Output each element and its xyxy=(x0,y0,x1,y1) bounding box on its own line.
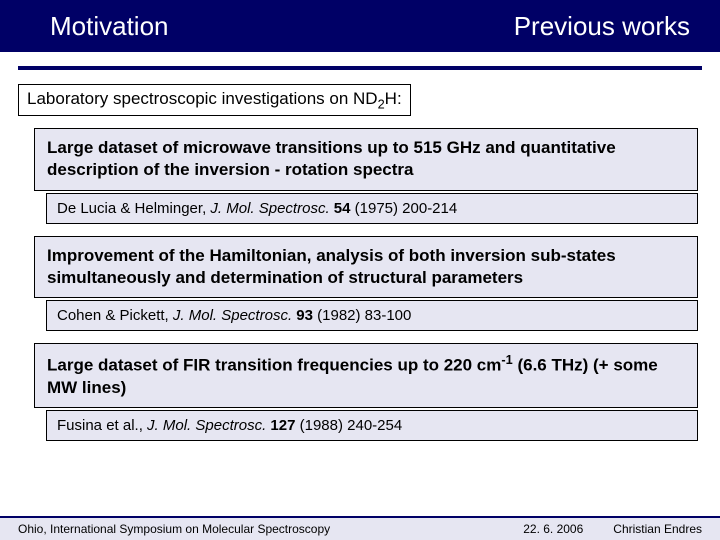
intro-text-prefix: Laboratory spectroscopic investigations … xyxy=(27,89,378,108)
citation-rest: (1988) 240-254 xyxy=(295,417,402,434)
citation-rest: (1982) 83-100 xyxy=(313,307,411,324)
citation-volume: 127 xyxy=(270,417,295,434)
intro-subscript: 2 xyxy=(378,96,385,111)
citation-block: De Lucia & Helminger, J. Mol. Spectrosc.… xyxy=(46,193,698,224)
citation-volume: 54 xyxy=(334,200,351,217)
footer-author: Christian Endres xyxy=(613,522,702,536)
citation-authors: Fusina et al., xyxy=(57,417,147,434)
footer: Ohio, International Symposium on Molecul… xyxy=(0,516,720,540)
header-title-right: Previous works xyxy=(514,11,690,42)
citation-block: Fusina et al., J. Mol. Spectrosc. 127 (1… xyxy=(46,410,698,441)
footer-left: Ohio, International Symposium on Molecul… xyxy=(18,522,330,536)
citation-journal: J. Mol. Spectrosc. xyxy=(173,307,296,324)
content-block: Large dataset of microwave transitions u… xyxy=(34,128,698,190)
footer-date: 22. 6. 2006 xyxy=(523,522,583,536)
citation-block: Cohen & Pickett, J. Mol. Spectrosc. 93 (… xyxy=(46,300,698,331)
content-block: Improvement of the Hamiltonian, analysis… xyxy=(34,236,698,298)
citation-rest: (1975) 200-214 xyxy=(350,200,457,217)
header-underline xyxy=(18,66,702,70)
header-title-left: Motivation xyxy=(50,11,169,42)
citation-journal: J. Mol. Spectrosc. xyxy=(147,417,270,434)
content-main-text: Large dataset of FIR transition frequenc… xyxy=(47,352,685,399)
citation-volume: 93 xyxy=(296,307,313,324)
citation-authors: De Lucia & Helminger, xyxy=(57,200,210,217)
footer-right: 22. 6. 2006 Christian Endres xyxy=(523,522,702,536)
content-main-sup: -1 xyxy=(501,352,512,367)
intro-text-suffix: H: xyxy=(385,89,402,108)
intro-box: Laboratory spectroscopic investigations … xyxy=(18,84,411,116)
citation-journal: J. Mol. Spectrosc. xyxy=(210,200,333,217)
header-bar: Motivation Previous works xyxy=(0,0,720,52)
content-main-text: Improvement of the Hamiltonian, analysis… xyxy=(47,245,685,289)
content-block: Large dataset of FIR transition frequenc… xyxy=(34,343,698,408)
citation-authors: Cohen & Pickett, xyxy=(57,307,173,324)
content-main-text: Large dataset of microwave transitions u… xyxy=(47,137,685,181)
content-main-prefix: Large dataset of FIR transition frequenc… xyxy=(47,355,501,374)
